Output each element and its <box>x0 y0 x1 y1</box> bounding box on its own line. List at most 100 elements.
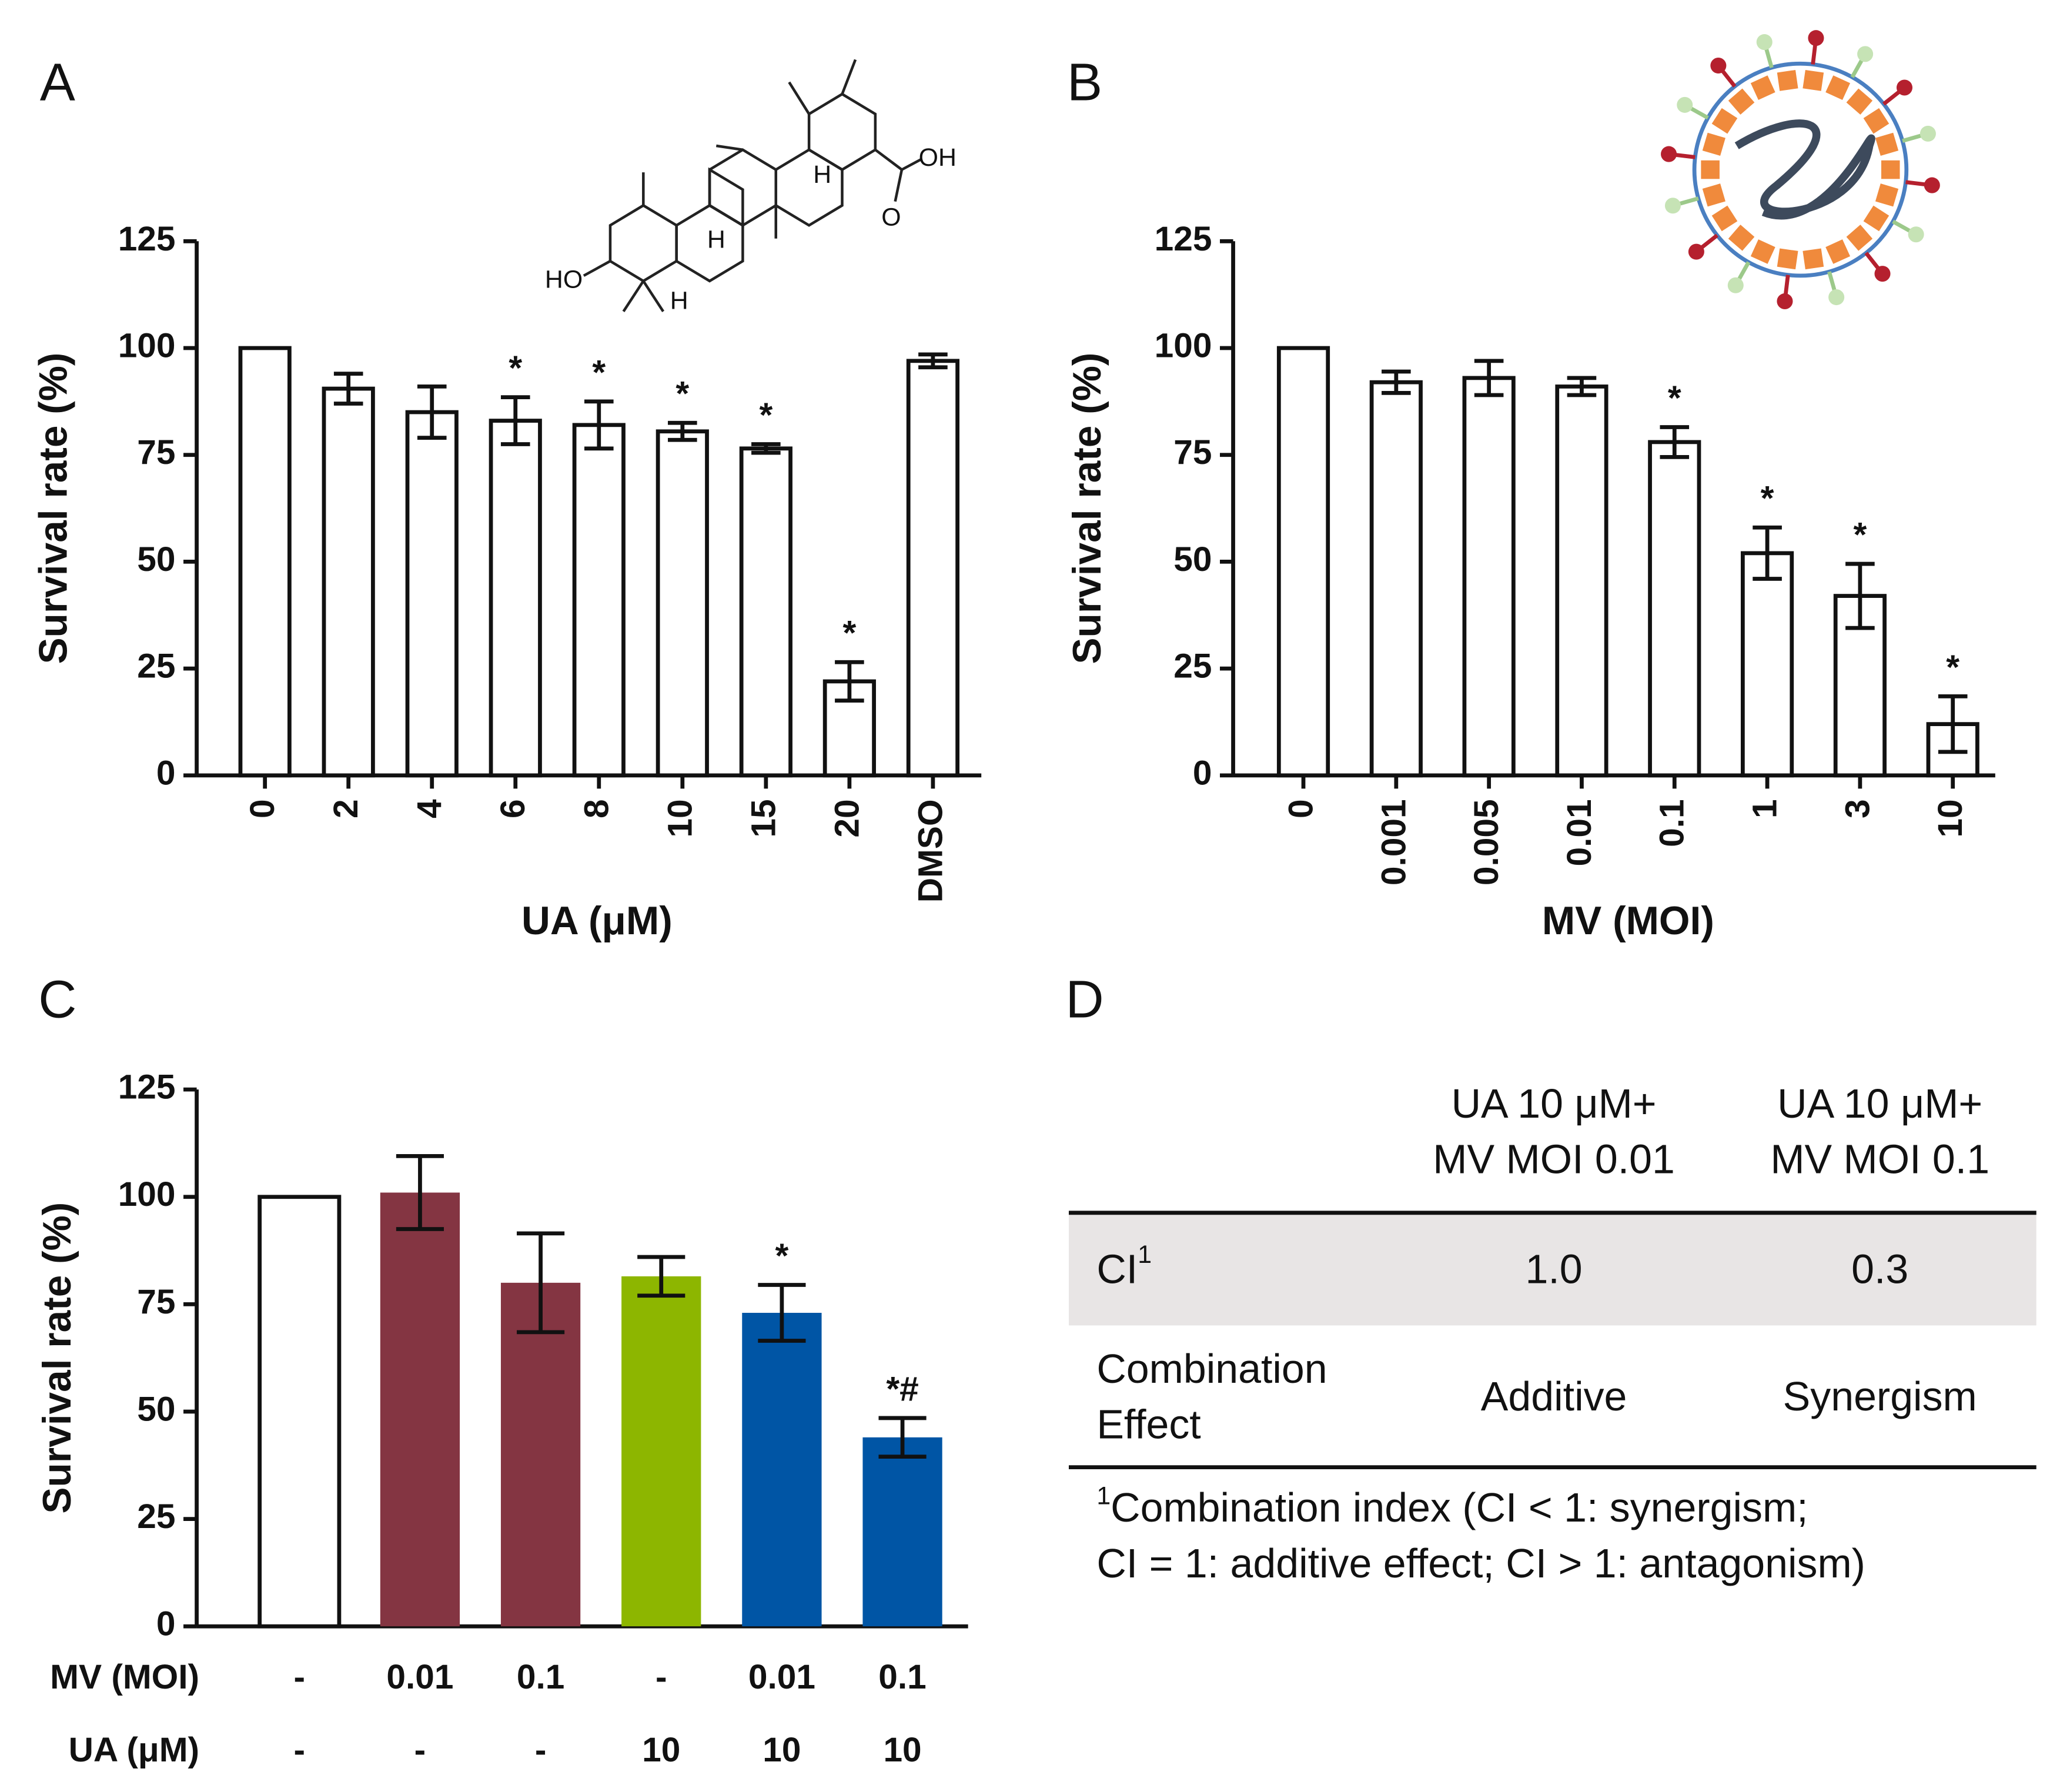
y-tick-label: 25 <box>1173 647 1212 686</box>
y-tick-label: 125 <box>1155 220 1212 258</box>
bar <box>1462 376 1516 778</box>
structure-label: OH <box>919 143 957 172</box>
y-axis-label: Survival rate (%) <box>1065 353 1109 664</box>
capsid-unit <box>1702 183 1725 207</box>
x-tick-label: 0.001 <box>1375 799 1413 885</box>
significance-label: * <box>675 375 689 413</box>
spike-head <box>1664 198 1681 214</box>
spike-head <box>1896 79 1913 96</box>
y-axis-label: Survival rate (%) <box>31 353 75 664</box>
y-tick-label: 75 <box>137 1283 175 1321</box>
x-tick-label: 0.005 <box>1467 799 1506 885</box>
capsid-unit <box>1728 225 1755 251</box>
column-header: UA 10 μM+ <box>1452 1081 1657 1126</box>
x-row-label: - <box>535 1731 547 1769</box>
x-row-label: 0.01 <box>748 1658 815 1696</box>
x-row-label: - <box>294 1658 306 1696</box>
x-tick-label: 2 <box>327 799 365 818</box>
x-tick-label: 15 <box>744 799 782 837</box>
capsid-unit <box>1875 183 1899 207</box>
bar <box>238 346 292 778</box>
cell: Synergism <box>1783 1373 1977 1419</box>
x-row-label: - <box>656 1658 667 1696</box>
structure-label: O <box>881 203 901 231</box>
bar <box>862 1437 942 1627</box>
spike-head <box>1924 177 1940 193</box>
y-tick-label: 100 <box>118 326 176 365</box>
panel-label: A <box>40 52 75 112</box>
bar <box>906 359 959 778</box>
capsid-unit <box>1875 132 1899 156</box>
capsid-unit <box>1881 160 1900 179</box>
bar <box>1369 380 1423 778</box>
significance-label: * <box>509 349 522 387</box>
x-tick-label: 20 <box>828 799 866 837</box>
capsid-unit <box>1825 75 1851 101</box>
bar <box>1648 440 1701 778</box>
spike-head <box>1919 125 1936 142</box>
capsid-unit <box>1711 205 1738 232</box>
panel-label: B <box>1067 52 1102 112</box>
bar <box>739 446 792 778</box>
bar <box>258 1195 342 1629</box>
molecule-structure <box>583 59 922 313</box>
x-tick-label: 10 <box>1931 799 1969 837</box>
superscript: 1 <box>1096 1482 1111 1510</box>
spike-head <box>1727 277 1744 293</box>
spike-head <box>1874 266 1891 282</box>
x-row-name: MV (MOI) <box>50 1658 199 1696</box>
x-axis-label: MV (MOI) <box>1542 899 1714 943</box>
bar <box>621 1276 701 1627</box>
capsid-unit <box>1701 160 1720 179</box>
spike-head <box>1908 226 1924 243</box>
capsid-unit <box>1777 248 1798 270</box>
structure-label: HO <box>545 265 583 293</box>
capsid-unit <box>1728 88 1755 115</box>
row-label: Combination <box>1096 1346 1327 1392</box>
capsid-unit <box>1803 69 1824 91</box>
x-tick-label: 1 <box>1746 799 1784 818</box>
capsid-unit <box>1777 69 1798 91</box>
y-tick-label: 0 <box>156 754 176 792</box>
x-row-label: 0.1 <box>878 1658 926 1696</box>
structure-label: H <box>707 226 725 254</box>
capsid-unit <box>1863 205 1890 232</box>
y-axis-label: Survival rate (%) <box>35 1202 79 1514</box>
spike-head <box>1777 293 1793 309</box>
y-tick-label: 50 <box>137 1390 175 1428</box>
y-tick-label: 125 <box>118 220 176 258</box>
significance-label: * <box>1946 648 1959 687</box>
panel-label: D <box>1065 969 1103 1029</box>
x-tick-label: 6 <box>494 799 532 818</box>
x-row-label: 0.01 <box>386 1658 453 1696</box>
row-shade <box>1068 1212 2036 1326</box>
capsid-unit <box>1711 108 1738 134</box>
x-tick-label: 4 <box>410 799 449 818</box>
capsid-unit <box>1846 225 1873 251</box>
structure-label: H <box>670 286 688 315</box>
column-header: UA 10 μM+ <box>1777 1081 1982 1126</box>
x-tick-label: 0 <box>243 799 282 818</box>
spike-head <box>1857 46 1874 62</box>
y-tick-label: 0 <box>1193 754 1212 792</box>
significance-label: * <box>1853 516 1867 554</box>
table: D UA 10 μM+ MV MOI 0.01 UA 10 μM+ MV MOI… <box>1065 969 2036 1586</box>
x-tick-label: 3 <box>1838 799 1877 818</box>
significance-label: * <box>592 353 606 392</box>
spike-head <box>1756 34 1773 51</box>
row-label: Effect <box>1096 1401 1200 1447</box>
y-tick-label: 125 <box>118 1068 176 1106</box>
x-row-label: 10 <box>642 1731 680 1769</box>
capsid-unit <box>1846 88 1873 115</box>
superscript: 1 <box>1138 1241 1152 1269</box>
x-row-label: - <box>414 1731 426 1769</box>
bar <box>500 1282 581 1627</box>
y-tick-label: 25 <box>137 647 175 686</box>
bar <box>572 423 626 778</box>
spike-head <box>1828 289 1845 306</box>
y-tick-label: 50 <box>137 540 175 579</box>
bar <box>1555 385 1608 778</box>
x-tick-label: 0.01 <box>1560 799 1599 866</box>
capsid-unit <box>1803 248 1824 270</box>
